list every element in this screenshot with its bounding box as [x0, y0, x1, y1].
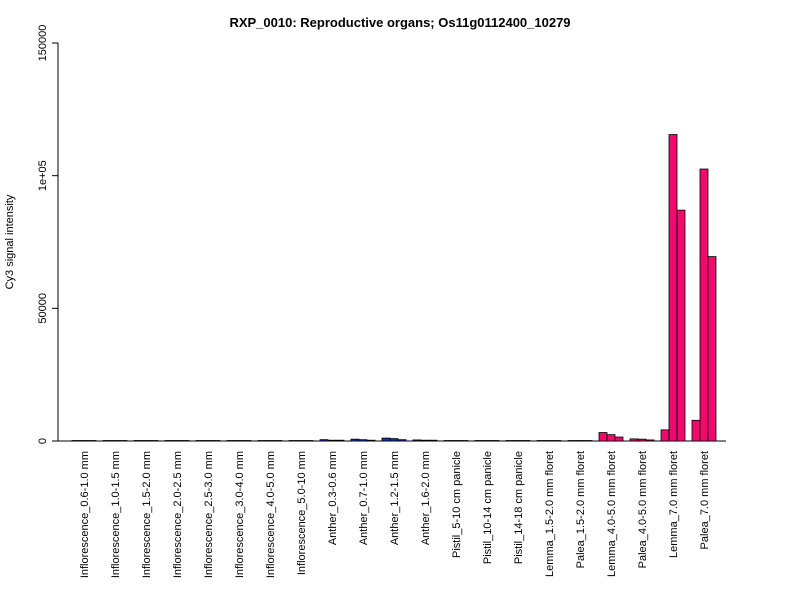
- y-tick-label: 50000: [37, 293, 49, 324]
- bar: [102, 440, 112, 442]
- bar: [118, 440, 128, 442]
- bar: [451, 440, 461, 442]
- bar: [350, 438, 360, 442]
- bar: [133, 440, 143, 442]
- bar: [164, 440, 174, 442]
- bar: [699, 168, 709, 442]
- bar: [141, 440, 151, 442]
- bar: [505, 440, 515, 442]
- bar: [358, 439, 368, 442]
- bar: [296, 440, 306, 442]
- bar: [544, 440, 554, 442]
- x-axis-labels: Inflorescence_0.6-1.0 mm Inflorescence_1.…: [79, 451, 711, 578]
- x-tick-label: Lemma_1.5-2.0 mm floret: [544, 451, 556, 577]
- bar: [412, 439, 422, 442]
- x-tick-label: Anther_0.3-0.6 mm: [327, 451, 339, 545]
- y-tick-label: 0: [37, 438, 49, 444]
- bar: [614, 436, 624, 442]
- x-tick-label: Pistil_10-14 cm panicle: [482, 451, 494, 564]
- bar: [110, 440, 120, 442]
- bar: [443, 440, 453, 442]
- bar: [79, 440, 89, 442]
- bar: [691, 419, 701, 442]
- bar: [536, 440, 546, 442]
- bar: [707, 256, 717, 442]
- y-axis-ticks: 0 50000 1e+05 150000: [37, 25, 58, 444]
- bar: [660, 429, 670, 442]
- bar: [304, 440, 314, 442]
- bar: [71, 440, 81, 442]
- bar: [381, 437, 391, 442]
- bar: [552, 440, 562, 442]
- bar: [389, 438, 399, 442]
- bar: [203, 440, 213, 442]
- bar: [420, 439, 430, 442]
- x-tick-label: Anther_1.6-2.0 mm: [420, 451, 432, 545]
- bar: [428, 439, 438, 442]
- bar: [319, 439, 329, 442]
- x-tick-label: Lemma_4.0-5.0 mm floret: [606, 451, 618, 577]
- bar: [645, 439, 655, 442]
- x-tick-label: Inflorescence_3.0-4.0 mm: [234, 451, 246, 578]
- bar: [598, 432, 608, 442]
- x-tick-label: Inflorescence_1.5-2.0 mm: [141, 451, 153, 578]
- bar: [288, 440, 298, 442]
- bar: [676, 209, 686, 442]
- x-tick-label: Anther_0.7-1.0 mm: [358, 451, 370, 545]
- y-tick-label: 1e+05: [37, 160, 49, 191]
- bar: [459, 440, 469, 442]
- x-tick-label: Inflorescence_1.0-1.5 mm: [110, 451, 122, 578]
- bars: [71, 134, 717, 442]
- bar: [242, 440, 252, 442]
- bar: [211, 440, 221, 442]
- x-tick-label: Inflorescence_5.0-10 mm: [296, 451, 308, 575]
- x-tick-label: Palea_7.0 mm floret: [699, 451, 711, 549]
- bar: [172, 440, 182, 442]
- x-tick-label: Inflorescence_4.0-5.0 mm: [265, 451, 277, 578]
- bar: [397, 439, 407, 442]
- bar: [567, 440, 577, 442]
- bar: [575, 440, 585, 442]
- bar: [195, 440, 205, 442]
- x-tick-label: Inflorescence_0.6-1.0 mm: [79, 451, 91, 578]
- bar: [490, 440, 500, 442]
- bar: [327, 439, 337, 442]
- bar: [265, 440, 275, 442]
- bar: [474, 440, 484, 442]
- x-tick-label: Inflorescence_2.0-2.5 mm: [172, 451, 184, 578]
- bar: [668, 134, 678, 442]
- y-axis-label: Cy3 signal intensity: [4, 194, 16, 289]
- y-tick-label: 150000: [37, 25, 49, 62]
- bar: [257, 440, 267, 442]
- x-tick-label: Pistil_14-18 cm panicle: [513, 451, 525, 564]
- bar: [335, 439, 345, 442]
- chart-title: RXP_0010: Reproductive organs; Os11g0112…: [229, 15, 570, 30]
- bar: [606, 434, 616, 442]
- bar: [521, 440, 531, 442]
- x-tick-label: Inflorescence_2.5-3.0 mm: [203, 451, 215, 578]
- bar: [234, 440, 244, 442]
- x-tick-label: Anther_1.2-1.5 mm: [389, 451, 401, 545]
- bar: [226, 440, 236, 442]
- bar: [366, 439, 376, 442]
- bar: [513, 440, 523, 442]
- x-tick-label: Lemma_7.0 mm floret: [668, 451, 680, 558]
- bar: [273, 440, 283, 442]
- bar: [637, 438, 647, 442]
- bar: [180, 440, 190, 442]
- x-tick-label: Palea_1.5-2.0 mm floret: [575, 451, 587, 568]
- x-tick-label: Pistil_5-10 cm panicle: [451, 451, 463, 558]
- bar: [629, 438, 639, 442]
- bar: [87, 440, 97, 442]
- bar: [482, 440, 492, 442]
- x-tick-label: Palea_4.0-5.0 mm floret: [637, 451, 649, 568]
- bar: [149, 440, 159, 442]
- bar: [583, 440, 593, 442]
